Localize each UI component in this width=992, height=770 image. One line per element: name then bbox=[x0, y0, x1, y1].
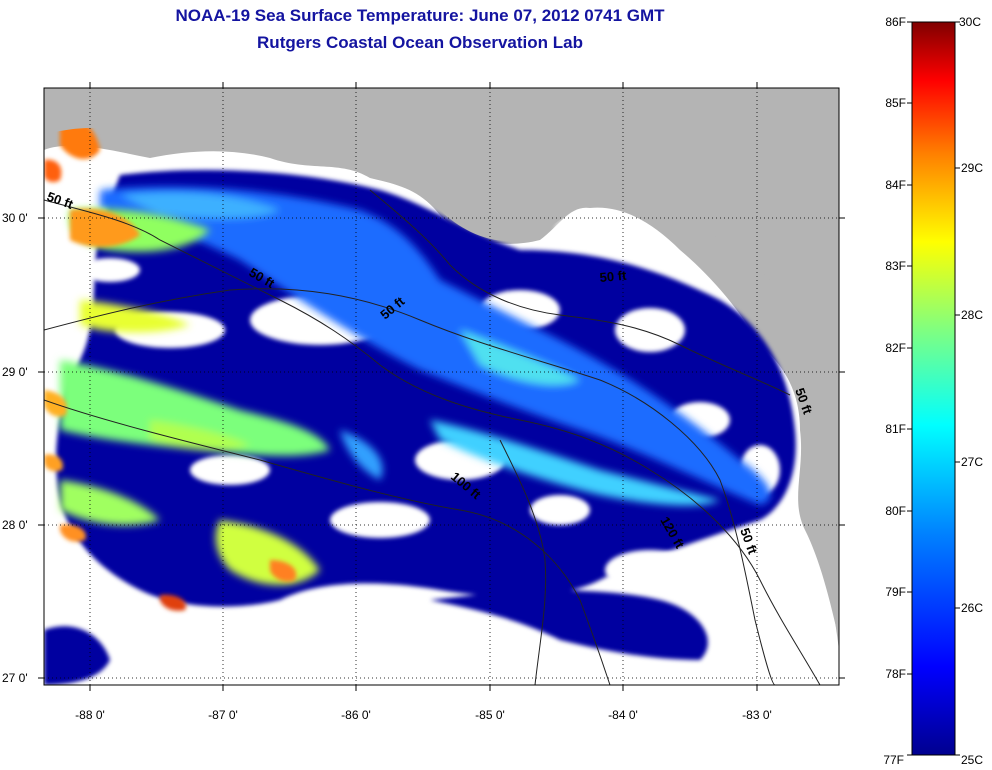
sst-cool-bands bbox=[100, 186, 771, 506]
y-axis: 30 0' 29 0' 28 0' 27 0' bbox=[2, 211, 845, 685]
celsius-label: 30C bbox=[959, 15, 981, 29]
bathymetry-contours bbox=[44, 189, 821, 685]
fahrenheit-label: 78F bbox=[885, 667, 906, 681]
lon-tick-label: -84 0' bbox=[608, 708, 638, 722]
lat-tick-label: 29 0' bbox=[2, 365, 28, 379]
celsius-label: 26C bbox=[961, 601, 983, 615]
fahrenheit-label: 81F bbox=[885, 422, 906, 436]
contour-label: 50 ft bbox=[599, 268, 628, 285]
lon-tick-label: -85 0' bbox=[475, 708, 505, 722]
lon-tick-label: -88 0' bbox=[75, 708, 105, 722]
fahrenheit-label: 84F bbox=[885, 178, 906, 192]
lat-tick-label: 28 0' bbox=[2, 518, 28, 532]
lon-tick-label: -87 0' bbox=[208, 708, 238, 722]
lon-tick-label: -86 0' bbox=[341, 708, 371, 722]
fahrenheit-label: 82F bbox=[885, 341, 906, 355]
x-axis: -88 0' -87 0' -86 0' -85 0' -84 0' -83 0… bbox=[75, 82, 772, 722]
celsius-label: 27C bbox=[961, 455, 983, 469]
fahrenheit-label: 85F bbox=[885, 96, 906, 110]
lon-tick-label: -83 0' bbox=[742, 708, 772, 722]
fahrenheit-label: 80F bbox=[885, 504, 906, 518]
grid-lines bbox=[44, 88, 839, 685]
map-title: NOAA-19 Sea Surface Temperature: June 07… bbox=[175, 6, 665, 25]
map-subtitle: Rutgers Coastal Ocean Observation Lab bbox=[257, 33, 583, 52]
sst-cold-patches bbox=[44, 92, 796, 685]
lat-tick-label: 27 0' bbox=[2, 671, 28, 685]
lat-tick-label: 30 0' bbox=[2, 211, 28, 225]
land-coast-panhandle bbox=[44, 88, 839, 340]
celsius-label: 29C bbox=[961, 161, 983, 175]
celsius-label: 28C bbox=[961, 308, 983, 322]
fahrenheit-label: 86F bbox=[885, 15, 906, 29]
fahrenheit-label: 77F bbox=[883, 753, 904, 767]
map-frame bbox=[43, 87, 840, 686]
fahrenheit-label: 83F bbox=[885, 259, 906, 273]
celsius-label: 25C bbox=[961, 753, 983, 767]
color-scale-gradient bbox=[911, 21, 956, 756]
color-scale-bar: 86F 85F 84F 83F 82F 81F 80F 79F 78F 77F … bbox=[883, 15, 983, 767]
fahrenheit-label: 79F bbox=[885, 585, 906, 599]
map-plot-area: 50 ft 50 ft 50 ft 50 ft 100 ft 120 ft 50… bbox=[44, 88, 839, 685]
